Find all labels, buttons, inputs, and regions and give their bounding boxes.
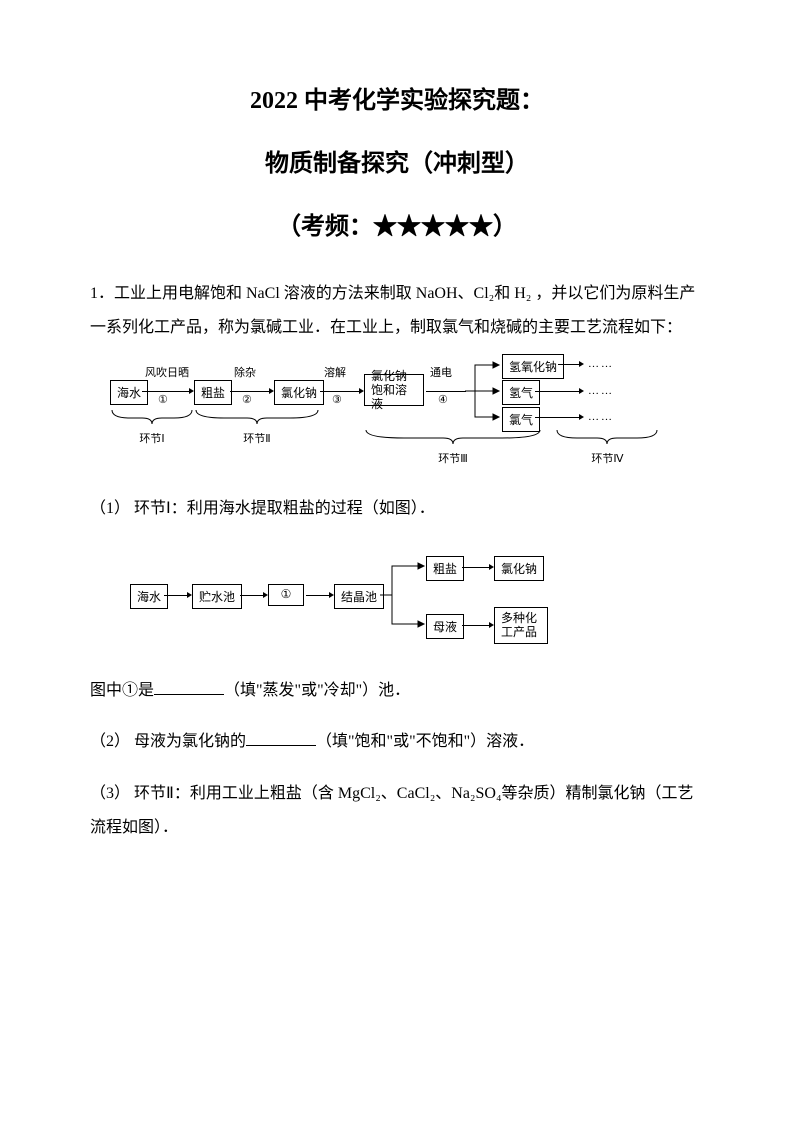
frequency-label: （考频：★★★★★） — [90, 206, 704, 241]
label-step4-top: 通电 — [430, 367, 452, 380]
d2-seawater: 海水 — [130, 584, 168, 609]
label-step4-bot: ④ — [438, 394, 448, 407]
brace-2: 环节Ⅱ — [194, 430, 320, 446]
d2-crystal: 结晶池 — [334, 584, 384, 609]
diagram-2: 海水 贮水池 ① 结晶池 粗盐 氯化钠 母液 多种化工产品 — [130, 544, 704, 654]
label-step2-top: 除杂 — [234, 367, 256, 380]
box-naoh: 氢氧化钠 — [502, 354, 564, 379]
box-nacl: 氯化钠 — [274, 380, 324, 405]
q1-2-pre: （2） 母液为氯化钠的 — [90, 733, 246, 750]
label-step3-bot: ③ — [332, 394, 342, 407]
q1-1b: 图中①是 （填"蒸发"或"冷却"）池． — [90, 674, 704, 708]
box-seawater: 海水 — [110, 380, 148, 405]
main-title: 2022 中考化学实验探究题： — [90, 80, 704, 115]
label-step3-top: 溶解 — [324, 367, 346, 380]
box-nacl-solution: 氯化钠饱和溶液 — [364, 374, 424, 406]
label-step1-top: 风吹日晒 — [142, 367, 192, 380]
q1-2-post: （填"饱和"或"不饱和"）溶液． — [316, 733, 534, 750]
q1-intro: 1．工业上用电解饱和 NaCl 溶液的方法来制取 NaOH、Cl₂和 H₂ ，并… — [90, 277, 704, 344]
blank-2[interactable] — [246, 730, 316, 746]
label-step1-bot: ① — [158, 394, 168, 407]
dots1: …… — [588, 358, 614, 370]
q1-1b-pre: 图中①是 — [90, 682, 154, 699]
d2-pool: 贮水池 — [192, 584, 242, 609]
q1-3: （3） 环节Ⅱ：利用工业上粗盐（含 MgCl₂、CaCl₂、Na₂SO₄等杂质）… — [90, 777, 704, 844]
diagram-1: 海水 风吹日晒 ① 粗盐 除杂 ② 氯化钠 溶解 ③ 氯化钠饱和溶液 通电 ④ … — [110, 362, 704, 472]
q1-2: （2） 母液为氯化钠的 （填"饱和"或"不饱和"）溶液． — [90, 725, 704, 759]
box-coarse-salt: 粗盐 — [194, 380, 232, 405]
blank-1[interactable] — [154, 679, 224, 695]
label-step2-bot: ② — [242, 394, 252, 407]
d2-step1: ① — [268, 584, 304, 606]
brace-3: 环节Ⅲ — [364, 450, 542, 466]
d2-products: 多种化工产品 — [494, 607, 548, 644]
dots3: …… — [588, 411, 614, 423]
box-h2: 氢气 — [502, 380, 540, 405]
dots2: …… — [588, 385, 614, 397]
q1-1: （1） 环节Ⅰ：利用海水提取粗盐的过程（如图）． — [90, 492, 704, 526]
brace-1: 环节Ⅰ — [110, 430, 194, 446]
d2-nacl: 氯化钠 — [494, 556, 544, 581]
subtitle: 物质制备探究（冲刺型） — [90, 143, 704, 178]
brace-4: 环节Ⅳ — [555, 450, 660, 466]
d2-coarse: 粗盐 — [426, 556, 464, 581]
box-cl2: 氯气 — [502, 407, 540, 432]
d2-mother: 母液 — [426, 614, 464, 639]
q1-1b-post: （填"蒸发"或"冷却"）池． — [224, 682, 410, 699]
